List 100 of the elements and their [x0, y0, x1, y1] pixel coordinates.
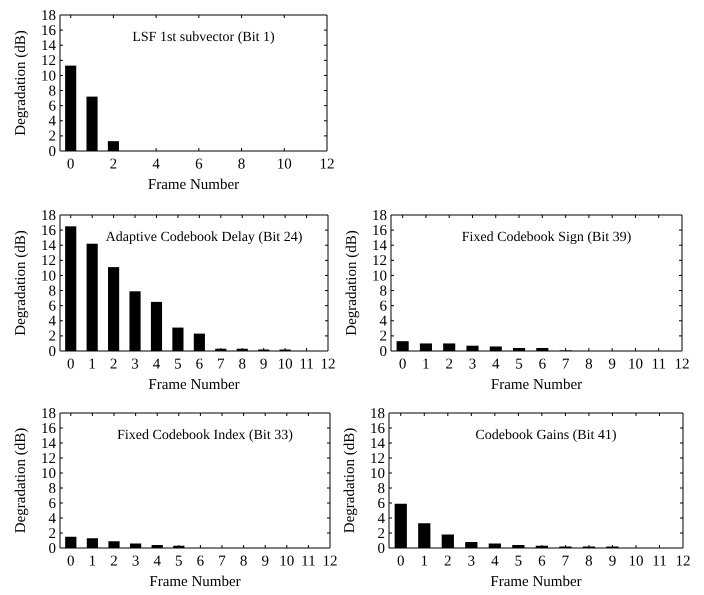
x-tick-label: 5	[175, 554, 183, 570]
x-tick-label: 7	[217, 356, 226, 373]
x-tick-label: 11	[652, 554, 667, 570]
text: Fixed Codebook Sign (Bit 39)	[462, 230, 632, 245]
x-tick-label: 2	[444, 554, 452, 570]
y-tick-label: 12	[370, 450, 385, 467]
y-tick-label: 8	[48, 283, 56, 300]
x-tick-label: 0	[67, 554, 75, 570]
x-tick-label: 6	[195, 156, 204, 173]
x-tick-label: 12	[322, 554, 338, 570]
y-tick-label: 4	[378, 510, 386, 527]
y-tick-label: 18	[372, 208, 387, 224]
y-tick-label: 12	[41, 253, 56, 270]
y-tick-label: 14	[41, 436, 56, 452]
x-tick-label: 2	[110, 356, 118, 373]
x-tick-label: 8	[585, 554, 593, 570]
y-tick-label: 2	[48, 328, 56, 345]
y-axis-title: Degradation (dB)	[13, 230, 29, 336]
x-tick-label: 0	[397, 554, 405, 570]
y-tick-label: 14	[372, 238, 388, 254]
x-tick-label: 8	[238, 156, 246, 173]
y-tick-label: 10	[41, 268, 56, 284]
y-tick-label: 0	[378, 540, 385, 557]
y-tick-label: 12	[372, 253, 387, 270]
y-tick-label: 10	[370, 466, 385, 482]
x-tick-label: 5	[514, 554, 522, 570]
x-tick-label: 5	[515, 356, 523, 373]
x-tick-label: 2	[110, 156, 118, 173]
x-tick-label: 12	[320, 156, 334, 173]
y-tick-label: 14	[41, 38, 56, 54]
x-tick-label: 12	[320, 356, 336, 373]
y-tick-label: 18	[41, 406, 56, 422]
x-tick-label: 0	[66, 156, 74, 173]
y-tick-label: 2	[378, 526, 385, 542]
x-tick-label: 1	[88, 356, 96, 373]
x-tick-label: 10	[279, 554, 294, 570]
x-tick-label: 12	[674, 356, 690, 373]
y-tick-label: 16	[41, 222, 56, 239]
x-tick-label: 10	[278, 356, 293, 373]
y-tick-label: 2	[48, 128, 56, 145]
x-tick-label: 10	[628, 356, 643, 373]
y-tick-label: 18	[41, 208, 56, 224]
x-tick-label: 1	[422, 356, 430, 373]
y-tick-label: 10	[372, 268, 387, 284]
y-tick-label: 6	[48, 496, 56, 512]
y-tick-label: 6	[48, 298, 56, 314]
x-tick-label: 3	[468, 554, 476, 570]
y-tick-label: 8	[48, 83, 56, 100]
y-tick-label: 12	[41, 450, 56, 467]
x-tick-label: 2	[445, 356, 453, 373]
x-tick-label: 10	[276, 156, 292, 173]
x-tick-label: 7	[562, 554, 570, 570]
x-tick-label: 12	[676, 554, 690, 570]
text: LSF 1st subvector (Bit 1)	[132, 30, 275, 45]
y-tick-label: 6	[378, 496, 386, 512]
y-tick-label: 14	[370, 436, 386, 452]
x-tick-label: 9	[260, 356, 268, 373]
x-tick-label: 11	[301, 554, 316, 570]
y-tick-label: 16	[372, 222, 388, 239]
y-tick-label: 10	[41, 466, 56, 482]
x-tick-label: 6	[538, 554, 546, 570]
y-tick-label: 6	[380, 298, 388, 314]
x-tick-label: 8	[585, 356, 593, 373]
x-tick-label: 11	[299, 356, 314, 373]
y-tick-label: 14	[41, 238, 56, 254]
x-tick-label: 8	[238, 356, 246, 373]
y-tick-label: 2	[48, 526, 56, 542]
y-tick-label: 18	[370, 406, 385, 422]
y-tick-label: 16	[41, 22, 56, 39]
x-tick-label: 1	[88, 554, 96, 570]
x-tick-label: 7	[218, 554, 226, 570]
y-tick-label: 0	[48, 144, 56, 160]
x-tick-label: 3	[468, 356, 476, 373]
y-tick-label: 12	[41, 53, 56, 70]
x-tick-label: 4	[152, 356, 161, 373]
y-tick-label: 16	[370, 420, 386, 437]
y-tick-label: 16	[41, 420, 56, 437]
x-tick-label: 5	[174, 356, 182, 373]
y-tick-label: 2	[380, 328, 387, 345]
x-tick-label: 9	[261, 554, 269, 570]
x-tick-label: 7	[562, 356, 570, 373]
y-tick-label: 6	[48, 98, 56, 114]
y-tick-label: 0	[48, 344, 56, 360]
x-tick-label: 4	[152, 156, 160, 173]
x-tick-label: 3	[132, 554, 140, 570]
y-tick-label: 8	[48, 480, 56, 497]
x-tick-label: 4	[491, 554, 500, 570]
x-tick-label: 9	[608, 554, 616, 570]
x-tick-label: 11	[651, 356, 666, 373]
x-tick-label: 0	[398, 356, 406, 373]
y-tick-label: 8	[380, 283, 387, 300]
y-tick-label: 0	[380, 344, 387, 360]
x-tick-label: 0	[66, 356, 74, 373]
x-tick-label: 10	[628, 554, 644, 570]
x-tick-label: 2	[110, 554, 118, 570]
x-tick-label: 8	[240, 554, 248, 570]
y-axis-title: Degradation (dB)	[13, 428, 29, 534]
y-tick-label: 4	[380, 314, 388, 330]
y-tick-label: 0	[48, 540, 56, 557]
y-tick-label: 4	[48, 314, 56, 330]
